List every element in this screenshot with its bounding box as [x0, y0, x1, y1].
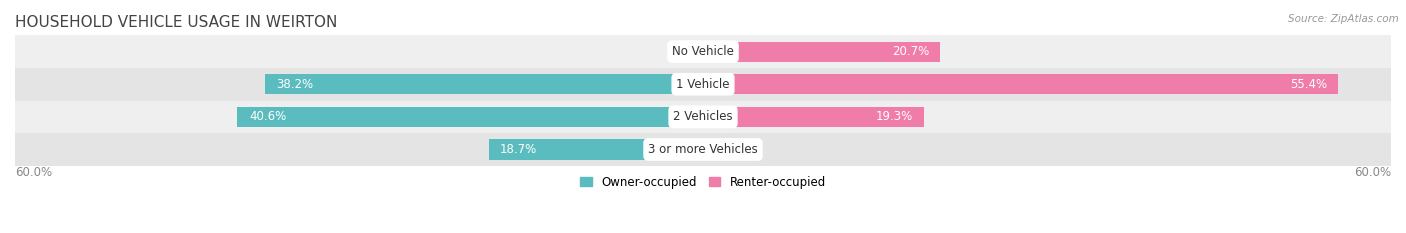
Bar [703, 107, 924, 127]
Text: 19.3%: 19.3% [876, 110, 912, 123]
Text: 3 or more Vehicles: 3 or more Vehicles [648, 143, 758, 156]
Text: No Vehicle: No Vehicle [672, 45, 734, 58]
Text: 40.6%: 40.6% [249, 110, 287, 123]
Bar [15, 133, 1391, 166]
Text: Source: ZipAtlas.com: Source: ZipAtlas.com [1288, 14, 1399, 24]
Bar [703, 74, 1339, 94]
Bar [264, 74, 703, 94]
Text: 2.5%: 2.5% [683, 45, 713, 58]
Text: 18.7%: 18.7% [501, 143, 537, 156]
Bar [15, 101, 1391, 133]
Text: 38.2%: 38.2% [277, 78, 314, 91]
Text: 55.4%: 55.4% [1289, 78, 1327, 91]
Text: 20.7%: 20.7% [891, 45, 929, 58]
Text: 60.0%: 60.0% [15, 166, 52, 179]
Bar [238, 107, 703, 127]
Bar [15, 35, 1391, 68]
Legend: Owner-occupied, Renter-occupied: Owner-occupied, Renter-occupied [579, 176, 827, 188]
Bar [703, 139, 756, 160]
Bar [675, 41, 703, 62]
Text: 1 Vehicle: 1 Vehicle [676, 78, 730, 91]
Text: HOUSEHOLD VEHICLE USAGE IN WEIRTON: HOUSEHOLD VEHICLE USAGE IN WEIRTON [15, 15, 337, 30]
Bar [703, 41, 941, 62]
Bar [488, 139, 703, 160]
Bar [15, 68, 1391, 101]
Text: 2 Vehicles: 2 Vehicles [673, 110, 733, 123]
Text: 60.0%: 60.0% [1354, 166, 1391, 179]
Text: 4.6%: 4.6% [717, 143, 747, 156]
